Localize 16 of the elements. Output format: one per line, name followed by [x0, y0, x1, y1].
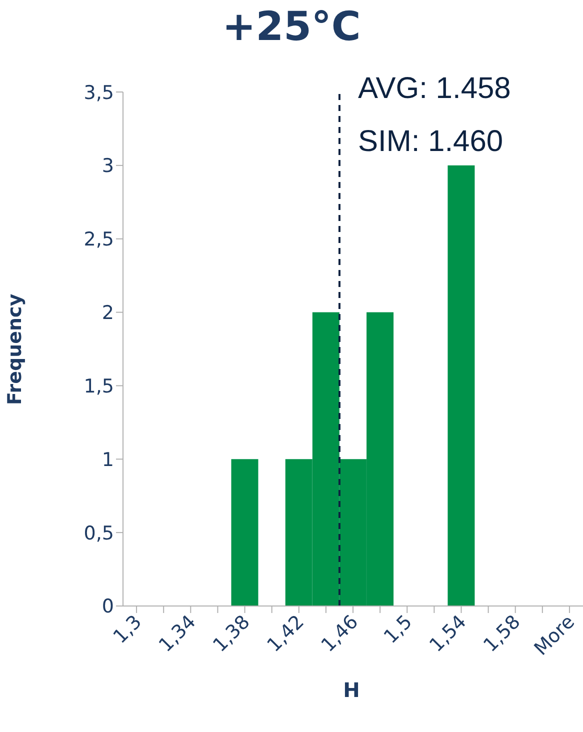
chart-title: +25°C	[221, 4, 362, 50]
bar	[231, 459, 258, 606]
annotation: SIM: 1.460	[358, 124, 504, 160]
x-tick-label: 1,5	[380, 610, 417, 648]
y-tick-label: 0	[102, 596, 114, 618]
bar	[448, 165, 475, 606]
y-tick-label: 2,5	[84, 228, 114, 251]
annotation: AVG: 1.458	[358, 71, 511, 107]
y-tick-label: 3	[102, 155, 114, 178]
y-tick-label: 2	[102, 302, 114, 324]
y-axis-title: Frequency	[4, 294, 26, 405]
x-axis-title: H	[342, 678, 361, 702]
y-tick-label: 3,5	[84, 82, 114, 104]
y-tick-label: 1	[102, 448, 114, 471]
y-tick-label: 0,5	[84, 522, 114, 544]
y-tick-label: 1,5	[84, 375, 114, 398]
